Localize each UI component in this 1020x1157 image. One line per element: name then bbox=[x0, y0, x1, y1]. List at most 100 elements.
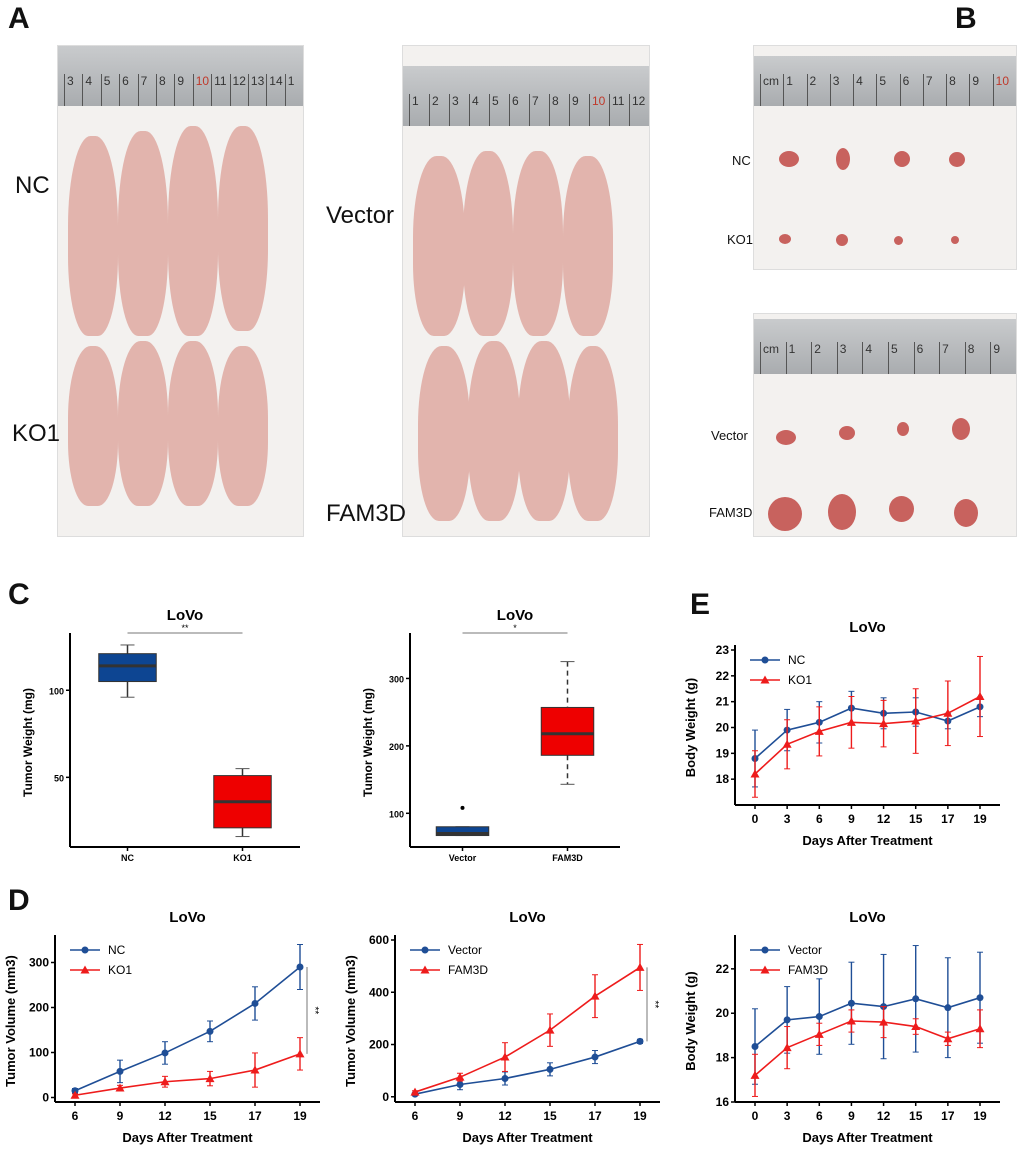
box-nc bbox=[98, 653, 157, 683]
data-point bbox=[750, 769, 760, 778]
data-point bbox=[251, 999, 259, 1007]
ruler-tick-label: 9 bbox=[990, 342, 1016, 374]
data-point bbox=[911, 716, 921, 725]
data-point bbox=[847, 999, 855, 1007]
y-tick-label: 100 bbox=[389, 809, 404, 819]
data-point bbox=[410, 1087, 420, 1096]
ruler-tick-label: cm bbox=[760, 342, 786, 374]
chart-title: LoVo bbox=[167, 607, 203, 624]
tumor-photo-vector-fam3d: cm 1 2 3 4 5 6 7 8 9 bbox=[753, 313, 1017, 537]
ruler-tick-label: 1 bbox=[783, 74, 806, 106]
ruler-tick-label: 8 bbox=[964, 342, 991, 374]
panel-label-c: C bbox=[8, 578, 30, 611]
x-tick-label: 12 bbox=[498, 1109, 512, 1123]
legend-marker bbox=[421, 946, 429, 954]
y-tick-label: 18 bbox=[716, 1051, 730, 1065]
ruler: cm 1 2 3 4 5 6 7 8 9 bbox=[754, 319, 1016, 374]
ruler-tick-label: 2 bbox=[811, 342, 837, 374]
line-chart-tumor-volume-vector-fam3d: LoVo Tumor Volume (mm3) 0 200 400 600 6 9 12 15 17… bbox=[343, 909, 660, 1145]
line-chart-body-weight-nc-ko1: LoVo Body Weight (g) 18 19 20 21 22 23 0 3 6 9 12 15 1… bbox=[683, 619, 1000, 848]
data-point bbox=[205, 1074, 215, 1083]
data-point bbox=[206, 1027, 214, 1035]
tumor-photo-nc-ko1: cm 1 2 3 4 5 6 7 8 9 10 bbox=[753, 45, 1017, 270]
x-tick-label: FAM3D bbox=[552, 853, 583, 863]
data-point bbox=[750, 1070, 760, 1079]
ruler-tick-label: 6 bbox=[899, 74, 923, 106]
group-label-fam3d: FAM3D bbox=[326, 500, 407, 527]
y-tick-label: 50 bbox=[54, 773, 64, 783]
mice-photo-vector-fam3d: 1 2 3 4 5 6 7 8 9 10 11 12 bbox=[402, 45, 650, 537]
y-axis-label: Tumor Volume (mm3) bbox=[343, 955, 358, 1087]
data-point bbox=[591, 1053, 599, 1061]
x-tick-label: 19 bbox=[973, 812, 987, 826]
box-plot-vector-fam3d: LoVo Tumor Weight (mg) 100 200 300 Vector FAM3… bbox=[361, 607, 620, 863]
data-point bbox=[160, 1077, 170, 1086]
data-point bbox=[879, 719, 889, 728]
x-tick-label: 9 bbox=[117, 1109, 124, 1123]
y-tick-label: 19 bbox=[716, 746, 730, 760]
legend-label: KO1 bbox=[788, 673, 812, 687]
mice-photo-nc-ko1: 3 4 5 6 7 8 9 10 11 12 13 14 1 bbox=[57, 45, 304, 537]
panel-label-d: D bbox=[8, 884, 30, 917]
y-tick-label: 22 bbox=[716, 669, 730, 683]
line-chart-tumor-volume-nc-ko1: LoVo Tumor Volume (mm3) 0 100 200 300 6 9 12 15 17… bbox=[3, 909, 320, 1145]
data-point bbox=[943, 1034, 953, 1043]
ruler-tick-label: 6 bbox=[119, 74, 137, 106]
data-point bbox=[782, 1043, 792, 1052]
y-tick-label: 16 bbox=[716, 1095, 730, 1109]
chart-title: LoVo bbox=[849, 909, 885, 926]
legend-label: NC bbox=[108, 943, 126, 957]
group-label-vector: Vector bbox=[326, 202, 395, 229]
y-tick-label: 100 bbox=[49, 686, 64, 696]
legend-label: FAM3D bbox=[788, 963, 828, 977]
data-point bbox=[815, 1013, 823, 1021]
y-tick-label: 300 bbox=[389, 674, 404, 684]
data-point bbox=[455, 1072, 465, 1081]
x-axis-label: Days After Treatment bbox=[802, 833, 933, 848]
ruler: 3 4 5 6 7 8 9 10 11 12 13 14 1 bbox=[58, 46, 303, 106]
x-axis-label: Days After Treatment bbox=[462, 1130, 593, 1145]
x-tick-label: 0 bbox=[752, 1109, 759, 1123]
data-point bbox=[456, 1080, 464, 1088]
significance-label: * bbox=[513, 623, 517, 633]
y-axis-label: Tumor Volume (mm3) bbox=[3, 955, 18, 1087]
data-point bbox=[943, 708, 953, 717]
x-tick-label: 9 bbox=[848, 812, 855, 826]
legend-label: Vector bbox=[448, 943, 482, 957]
ruler-tick-label: 3 bbox=[449, 94, 469, 126]
chart-title: LoVo bbox=[849, 619, 885, 636]
significance-label: ** bbox=[309, 1007, 320, 1015]
series-line-nc bbox=[754, 706, 981, 760]
x-tick-label: 6 bbox=[412, 1109, 419, 1123]
ruler-tick-label: 5 bbox=[876, 74, 899, 106]
x-tick-label: 12 bbox=[877, 812, 891, 826]
legend-label: Vector bbox=[788, 943, 822, 957]
data-point bbox=[500, 1052, 510, 1061]
x-tick-label: 15 bbox=[543, 1109, 557, 1123]
data-point bbox=[814, 726, 824, 735]
ruler-tick-label: 5 bbox=[887, 342, 914, 374]
y-axis-label: Body Weight (g) bbox=[683, 971, 698, 1070]
x-tick-label: 19 bbox=[973, 1109, 987, 1123]
ruler-tick-label: 1 bbox=[284, 74, 303, 106]
series-line-fam3d bbox=[754, 1020, 981, 1076]
data-point bbox=[944, 1004, 952, 1012]
ruler-tick-label: 3 bbox=[836, 342, 863, 374]
x-tick-label: 15 bbox=[203, 1109, 217, 1123]
x-tick-label: 6 bbox=[72, 1109, 79, 1123]
chart-title: LoVo bbox=[169, 909, 205, 926]
x-tick-label: 6 bbox=[816, 812, 823, 826]
legend-marker bbox=[760, 965, 770, 974]
y-tick-label: 200 bbox=[29, 1001, 49, 1015]
y-tick-label: 100 bbox=[29, 1046, 49, 1060]
significance-label: ** bbox=[181, 623, 189, 633]
legend-marker bbox=[81, 946, 89, 954]
y-tick-label: 600 bbox=[369, 933, 389, 947]
data-point bbox=[296, 963, 304, 971]
x-tick-label: 19 bbox=[633, 1109, 647, 1123]
x-axis-label: Days After Treatment bbox=[802, 1130, 933, 1145]
data-point bbox=[911, 1022, 921, 1031]
group-label-nc: NC bbox=[732, 153, 751, 168]
x-tick-label: 0 bbox=[752, 812, 759, 826]
x-tick-label: 15 bbox=[909, 1109, 923, 1123]
